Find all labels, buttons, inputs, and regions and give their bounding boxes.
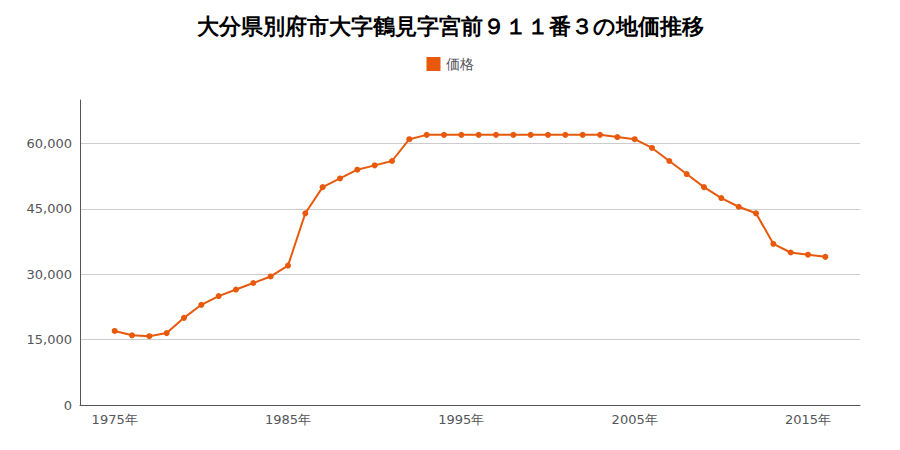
svg-text:価格: 価格 [446, 56, 474, 72]
svg-text:1975年: 1975年 [92, 412, 138, 427]
svg-text:2005年: 2005年 [612, 412, 658, 427]
svg-text:60,000: 60,000 [27, 136, 73, 151]
svg-text:0: 0 [64, 398, 72, 413]
svg-text:30,000: 30,000 [27, 267, 73, 282]
svg-text:大分県別府市大字鶴見字宮前９１１番３の地価推移: 大分県別府市大字鶴見字宮前９１１番３の地価推移 [197, 14, 704, 39]
svg-text:15,000: 15,000 [27, 332, 73, 347]
svg-text:2015年: 2015年 [785, 412, 831, 427]
svg-text:1995年: 1995年 [438, 412, 484, 427]
svg-text:45,000: 45,000 [27, 201, 73, 216]
svg-text:1985年: 1985年 [265, 412, 311, 427]
